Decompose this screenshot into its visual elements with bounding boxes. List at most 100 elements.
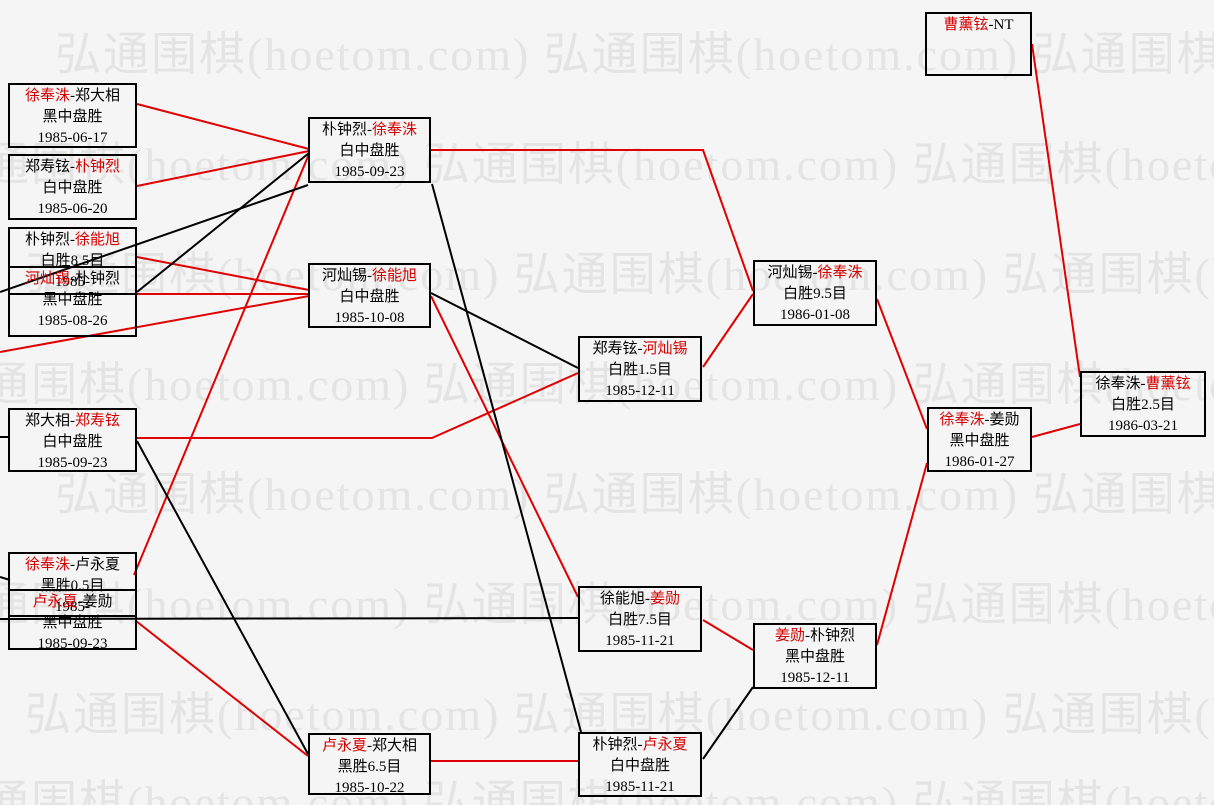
match-result <box>927 36 1030 57</box>
player-name: 曹薰铉 <box>943 17 989 33</box>
player-separator: - <box>70 557 75 573</box>
match-result: 黑胜6.5目 <box>337 759 402 775</box>
match-date: 1985-09-23 <box>37 455 108 471</box>
match-box[interactable]: 徐奉洙-姜勋黑中盘胜 1986-01-27 <box>927 407 1032 472</box>
player-name: 朴钟烈 <box>75 271 121 287</box>
bracket-edge-red <box>1031 423 1081 438</box>
match-box[interactable]: 河灿锡-朴钟烈黑中盘胜 1985-08-26 <box>8 266 137 337</box>
match-box[interactable]: 徐奉洙-郑大相 黑中盘胜 1985-06-17 <box>8 83 137 148</box>
player-separator: - <box>70 159 75 175</box>
player-name: 郑寿铉 <box>75 413 121 429</box>
match-result: 黑中盘胜 <box>42 292 103 308</box>
match-players: 郑大相-郑寿铉 <box>10 411 135 432</box>
match-box[interactable]: 河灿锡-徐奉洙 白胜9.5目 1986-01-08 <box>753 260 877 326</box>
bracket-edge-red <box>136 150 310 187</box>
player-separator: - <box>812 265 818 281</box>
bracket-edge-red <box>136 256 310 291</box>
match-date: 1985-06-17 <box>37 130 108 146</box>
bracket-edge-black <box>136 152 310 293</box>
player-name: 徐奉洙 <box>372 122 418 138</box>
match-result: 白中盘胜 <box>339 143 400 159</box>
player-name: 河灿锡 <box>642 341 688 357</box>
bracket-edge-red <box>0 295 310 353</box>
match-result: 黑中盘胜 <box>949 433 1010 449</box>
player-separator: - <box>367 122 372 138</box>
match-result: 白中盘胜 <box>609 758 670 774</box>
player-separator: - <box>70 232 75 248</box>
bracket-edge-black <box>136 440 309 755</box>
match-date: 1985- <box>55 599 90 615</box>
match-box[interactable]: 郑寿铉-河灿锡 白胜1.5目 1985-12-11 <box>578 336 702 402</box>
player-separator: - <box>70 413 75 429</box>
match-box[interactable]: 徐奉洙-曹薰铉 白胜2.5目 1986-03-21 <box>1080 371 1206 437</box>
bracket-edge-black <box>431 183 582 733</box>
match-box[interactable]: 卢永夏-郑大相 黑胜6.5目 1985-10-22 <box>308 733 431 796</box>
bracket-edge-red <box>136 103 310 150</box>
player-name: 河灿锡 <box>321 268 367 284</box>
player-separator: - <box>988 17 994 33</box>
match-date: 1986-03-21 <box>1108 418 1178 434</box>
player-separator: - <box>637 341 643 357</box>
match-date: 1985-11-21 <box>605 779 675 795</box>
match-box[interactable]: 姜勋-朴钟烈 黑中盘胜 1985-12-11 <box>753 623 877 689</box>
player-name: 徐奉洙 <box>817 265 863 281</box>
match-players: 郑寿铉-河灿锡 <box>580 339 700 360</box>
match-players: 姜勋-朴钟烈 <box>755 626 875 647</box>
match-players: 徐奉洙-姜勋 <box>929 410 1030 431</box>
match-box[interactable]: 徐能旭-姜勋 白胜7.5目 1985-11-21 <box>578 586 702 652</box>
match-result: 黑中盘胜 <box>42 109 103 125</box>
player-separator: - <box>367 268 372 284</box>
bracket-edge-red <box>133 153 310 576</box>
player-name: 朴钟烈 <box>75 159 121 175</box>
match-box[interactable]: 朴钟烈-卢永夏白中盘胜 1985-11-21 <box>578 732 702 797</box>
player-name: 姜勋 <box>989 412 1020 428</box>
match-result: 黑中盘胜 <box>42 615 103 631</box>
match-players: 朴钟烈-卢永夏 <box>580 735 700 756</box>
player-name: 徐能旭 <box>372 268 418 284</box>
player-separator: - <box>70 88 75 104</box>
player-name: 卢永夏 <box>75 557 121 573</box>
match-date <box>927 57 1030 78</box>
match-box[interactable]: 河灿锡-徐能旭 白中盘胜 1985-10-08 <box>308 263 431 328</box>
player-name: 徐奉洙 <box>1095 376 1141 392</box>
player-name: 郑寿铉 <box>24 159 70 175</box>
match-date: 1986-01-08 <box>780 307 850 323</box>
player-name: 徐奉洙 <box>939 412 985 428</box>
bracket-edge-red <box>876 462 928 646</box>
match-players: 卢永夏-姜勋 <box>10 592 135 613</box>
player-name: 河灿锡 <box>24 271 70 287</box>
player-name: 徐奉洙 <box>24 557 70 573</box>
player-name: 徐奉洙 <box>24 88 70 104</box>
match-date: 1985-08-26 <box>37 313 108 329</box>
player-name: 郑大相 <box>24 413 70 429</box>
player-name: 姜勋 <box>650 591 681 607</box>
match-players: 河灿锡-徐能旭 <box>310 266 429 287</box>
match-date: 1986-01-27 <box>944 454 1015 470</box>
match-players: 朴钟烈-徐奉洙 <box>310 120 429 141</box>
bracket-edge-black <box>702 686 754 760</box>
match-players: 曹薰铉-NT <box>927 15 1030 36</box>
match-result: 白中盘胜 <box>42 180 103 196</box>
match-date: 1985-12-11 <box>605 383 675 399</box>
match-players: 朴钟烈-徐能旭 <box>10 230 135 251</box>
match-box[interactable]: 郑寿铉-朴钟烈白中盘胜 1985-06-20 <box>8 154 137 220</box>
match-players: 河灿锡-徐奉洙 <box>755 263 875 284</box>
match-box[interactable]: 曹薰铉-NT <box>925 12 1032 76</box>
player-name: 朴钟烈 <box>321 122 367 138</box>
player-name: 郑大相 <box>372 738 418 754</box>
match-date: 1985-10-22 <box>334 780 405 796</box>
match-box[interactable]: 朴钟烈-徐奉洙 白中盘胜 1985-09-23 <box>308 117 431 183</box>
player-name: 卢永夏 <box>642 737 688 753</box>
player-separator: - <box>645 591 650 607</box>
match-result: 白胜2.5目 <box>1111 397 1175 413</box>
player-separator: - <box>984 412 990 428</box>
match-box[interactable]: 郑大相-郑寿铉 白中盘胜 1985-09-23 <box>8 408 137 472</box>
match-result: 白胜8.5目 <box>40 253 105 269</box>
player-separator: - <box>367 738 372 754</box>
match-box[interactable]: 卢永夏-姜勋 黑中盘胜 1985-09-23 <box>8 589 137 652</box>
match-players: 河灿锡-朴钟烈 <box>10 269 135 290</box>
match-box[interactable]: 朴钟烈-徐能旭 白胜8.5目 1985- <box>8 227 137 295</box>
match-date: 1985-06-20 <box>37 201 108 217</box>
player-name: 朴钟烈 <box>810 628 856 644</box>
